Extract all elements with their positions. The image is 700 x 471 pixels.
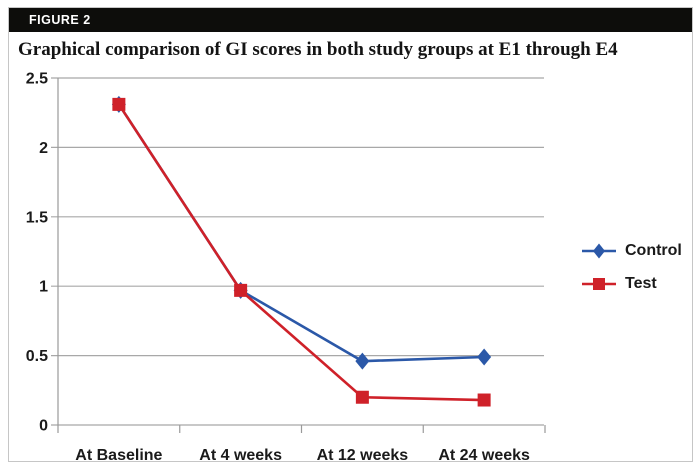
- data-point-test: [234, 283, 248, 297]
- y-tick-label: 1: [39, 279, 48, 296]
- y-tick-label: 2: [39, 140, 48, 157]
- figure-header-bar: FIGURE 2: [9, 8, 692, 32]
- x-category-label: At 12 weeks: [317, 447, 409, 464]
- x-category-label: At 4 weeks: [199, 447, 282, 464]
- y-tick-label: 0: [39, 418, 48, 435]
- x-category-label: At Baseline: [75, 447, 162, 464]
- data-point-control: [355, 352, 370, 370]
- chart-title: Graphical comparison of GI scores in bot…: [18, 39, 618, 60]
- data-point-control: [477, 348, 492, 366]
- y-tick-label: 2.5: [26, 71, 48, 88]
- data-point-test: [477, 393, 491, 407]
- data-point-test: [355, 390, 369, 404]
- chart-line-test: [117, 103, 485, 402]
- legend-item-test: Test: [580, 274, 682, 294]
- figure-label: FIGURE 2: [29, 13, 91, 27]
- legend-label: Control: [625, 242, 682, 259]
- x-category-label: At 24 weeks: [438, 447, 530, 464]
- y-tick-label: 1.5: [26, 209, 48, 226]
- chart-line-control: [117, 103, 485, 363]
- legend-item-control: Control: [580, 241, 682, 261]
- square-marker-icon: [582, 278, 616, 290]
- diamond-marker-icon: [582, 243, 616, 259]
- chart-legend: Control Test: [580, 241, 682, 307]
- legend-label: Test: [625, 275, 657, 292]
- data-point-test: [112, 97, 126, 111]
- y-tick-label: 0.5: [26, 348, 48, 365]
